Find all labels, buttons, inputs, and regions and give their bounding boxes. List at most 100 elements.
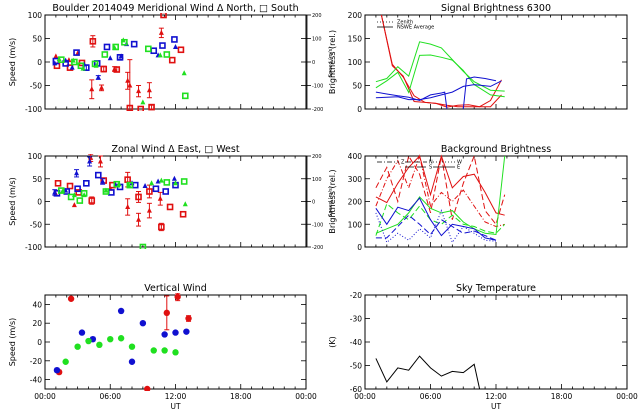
chart-title: Zonal Wind Δ East, □ West bbox=[111, 144, 239, 155]
y-axis-ticks: -100 -50 0 50 100 -200 -100 0 100 200 bbox=[25, 11, 323, 114]
y-right-tick-label: 200 bbox=[312, 154, 322, 160]
series-line bbox=[375, 91, 448, 110]
y-axis-label: Speed (m/s) bbox=[8, 38, 17, 87]
series-red-south bbox=[53, 13, 185, 111]
series-sky-temp bbox=[375, 355, 481, 390]
legend: Z NS WE bbox=[377, 160, 462, 171]
data-point-square bbox=[179, 210, 187, 218]
data-point-triangle bbox=[125, 77, 131, 83]
y-axis-ticks: 0 50 100 150 200 bbox=[348, 11, 627, 114]
series-line bbox=[375, 41, 505, 92]
legend-label: E bbox=[457, 165, 460, 171]
data-point bbox=[161, 347, 168, 354]
data-point-triangle bbox=[74, 170, 80, 176]
y-tick-label: -50 bbox=[30, 220, 42, 229]
data-point bbox=[128, 358, 136, 365]
plot-area bbox=[52, 154, 188, 249]
data-point bbox=[62, 358, 69, 365]
y-tick-label: -20 bbox=[30, 357, 42, 366]
data-point bbox=[53, 367, 61, 374]
data-point-square bbox=[152, 185, 160, 193]
data-point-triangle bbox=[140, 99, 146, 105]
plot-frame bbox=[364, 294, 628, 390]
data-point-square bbox=[74, 185, 81, 193]
series-green-north bbox=[56, 37, 187, 105]
x-axis-ticks bbox=[44, 156, 307, 247]
y-tick-label: 50 bbox=[352, 82, 362, 91]
data-point-triangle bbox=[53, 53, 59, 59]
y-axis-label: Brightness (rel.) bbox=[328, 30, 337, 94]
series-red-dot bbox=[375, 154, 505, 228]
x-tick-label: 12:00 bbox=[165, 392, 187, 401]
data-point-triangle bbox=[158, 29, 164, 35]
series-line bbox=[375, 80, 502, 101]
data-point-triangle bbox=[158, 177, 164, 183]
plot-area bbox=[53, 293, 192, 391]
y-tick-label: -20 bbox=[350, 291, 362, 300]
data-point-triangle bbox=[87, 158, 93, 164]
data-point-triangle bbox=[125, 203, 131, 209]
x-tick-label: 18:00 bbox=[230, 392, 252, 401]
y-tick-label: 0 bbox=[37, 338, 42, 347]
data-point bbox=[185, 315, 192, 322]
y-right-tick-label: -200 bbox=[312, 245, 323, 251]
y-tick-label: -40 bbox=[30, 376, 42, 385]
chart-signal: Signal Brightness 6300 0 50 100 150 200 Bright… bbox=[328, 3, 628, 114]
legend-label: W bbox=[457, 160, 462, 166]
data-point-square bbox=[91, 60, 99, 68]
y-tick-label: 400 bbox=[348, 152, 363, 161]
y-tick-label: 0 bbox=[357, 105, 362, 114]
y-tick-label: 0 bbox=[357, 243, 362, 252]
x-tick-label: 06:00 bbox=[99, 392, 121, 401]
data-point-square bbox=[100, 65, 108, 73]
data-point-square bbox=[180, 178, 188, 185]
data-point-square bbox=[163, 51, 171, 58]
y-right-tick-label: -200 bbox=[312, 107, 323, 113]
plot-area bbox=[375, 355, 481, 390]
chart-title: Signal Brightness 6300 bbox=[441, 3, 551, 14]
data-point-triangle bbox=[89, 86, 95, 92]
data-point-triangle bbox=[142, 183, 148, 189]
y-tick-label: 300 bbox=[348, 175, 363, 184]
data-point-square bbox=[89, 38, 97, 45]
data-point-square bbox=[101, 51, 109, 58]
data-point-square bbox=[62, 60, 69, 67]
y-tick-label: 200 bbox=[348, 11, 363, 20]
y-tick-label: -50 bbox=[350, 362, 362, 371]
data-point bbox=[96, 341, 103, 349]
y-tick-label: 100 bbox=[28, 11, 43, 20]
plot-area bbox=[375, 154, 506, 244]
data-point-square bbox=[168, 56, 176, 64]
data-point-square bbox=[160, 13, 167, 19]
data-point-square bbox=[171, 36, 178, 43]
data-point-triangle bbox=[107, 55, 113, 61]
data-point-square bbox=[88, 197, 96, 204]
chart-title: Vertical Wind bbox=[144, 283, 206, 294]
series-green-solid bbox=[375, 155, 506, 236]
data-point-square bbox=[113, 180, 121, 188]
y-axis-ticks: -40 -20 0 20 40 bbox=[30, 300, 306, 385]
data-point-square bbox=[139, 243, 147, 249]
legend-label: N bbox=[429, 160, 433, 166]
y-axis-ticks: 0 100 200 300 400 bbox=[348, 152, 627, 252]
y-axis-label: Brightness (rel.) bbox=[328, 169, 337, 233]
data-point bbox=[117, 335, 125, 342]
y-tick-label: 0 bbox=[37, 58, 42, 67]
series-green bbox=[62, 335, 179, 365]
data-point bbox=[117, 307, 125, 315]
y-tick-label: -100 bbox=[25, 243, 42, 252]
data-point bbox=[139, 320, 147, 327]
data-point-square bbox=[77, 62, 85, 70]
chart-skytemp: Sky Temperature 00:00 06:00 12:00 18:00 00:00… bbox=[328, 283, 638, 411]
series-line bbox=[375, 355, 481, 390]
y-tick-label: -60 bbox=[350, 385, 362, 394]
data-point bbox=[183, 328, 190, 335]
data-point-square bbox=[181, 92, 189, 100]
series-line bbox=[375, 154, 505, 228]
series-green-west bbox=[58, 178, 188, 249]
x-tick-label: 00:00 bbox=[34, 392, 56, 401]
y-axis-label: Speed (m/s) bbox=[8, 318, 17, 367]
data-point-square bbox=[71, 58, 78, 66]
